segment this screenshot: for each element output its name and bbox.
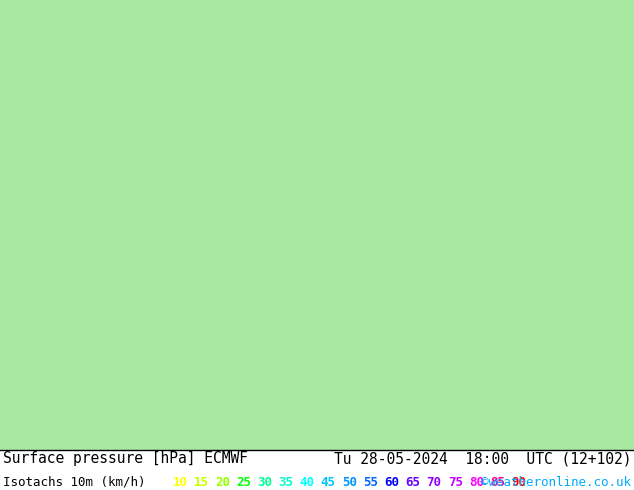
Text: 35: 35 <box>278 476 294 489</box>
Text: 40: 40 <box>299 476 314 489</box>
Text: 25: 25 <box>236 476 251 489</box>
Text: 55: 55 <box>363 476 378 489</box>
Text: 65: 65 <box>405 476 420 489</box>
Text: Tu 28-05-2024  18:00  UTC (12+102): Tu 28-05-2024 18:00 UTC (12+102) <box>334 451 631 466</box>
Text: Surface pressure [hPa] ECMWF: Surface pressure [hPa] ECMWF <box>3 451 247 466</box>
Text: 15: 15 <box>194 476 209 489</box>
Text: 80: 80 <box>469 476 484 489</box>
Text: 30: 30 <box>257 476 272 489</box>
Text: 20: 20 <box>215 476 230 489</box>
Text: 45: 45 <box>321 476 335 489</box>
Text: 10: 10 <box>172 476 188 489</box>
Text: 70: 70 <box>427 476 441 489</box>
Text: 60: 60 <box>384 476 399 489</box>
Text: ©weatheronline.co.uk: ©weatheronline.co.uk <box>481 476 631 489</box>
Text: Isotachs 10m (km/h): Isotachs 10m (km/h) <box>3 476 145 489</box>
Text: 90: 90 <box>511 476 526 489</box>
Text: 85: 85 <box>490 476 505 489</box>
Text: 75: 75 <box>448 476 463 489</box>
Text: 50: 50 <box>342 476 357 489</box>
